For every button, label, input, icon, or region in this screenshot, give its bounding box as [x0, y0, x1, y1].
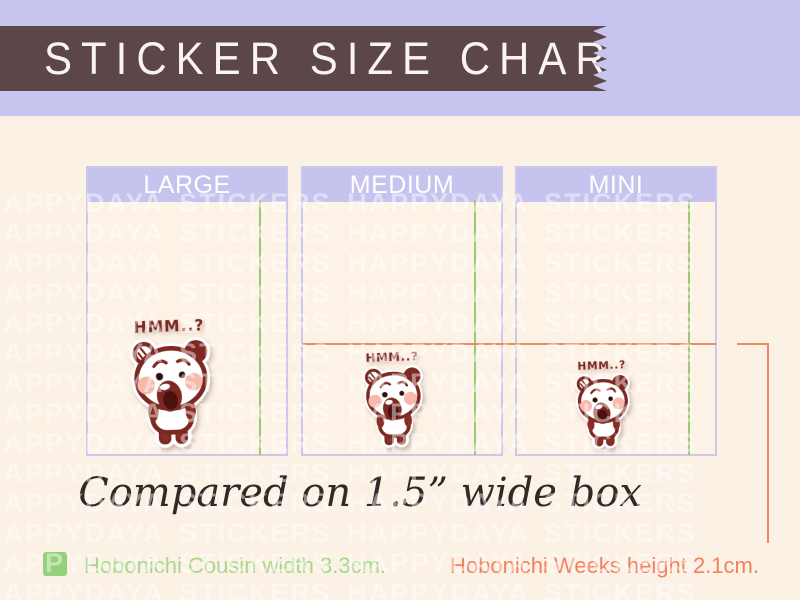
legend-weeks-label: Hobonichi Weeks height 2.1cm. [450, 553, 759, 578]
sticker-character [364, 367, 421, 446]
sticker-medium: HMM..? [349, 347, 438, 452]
sticker-speech-text: HMM..? [133, 317, 205, 337]
comparison-caption: Compared on 1.5” wide box [78, 470, 642, 516]
hmm-bear-sticker: HMM..? [129, 317, 211, 449]
hmm-bear-sticker: HMM..? [362, 349, 423, 448]
sticker-speech-text: HMM..? [577, 358, 626, 373]
weeks-height-leader-horizontal [737, 343, 769, 345]
hmm-bear-sticker: HMM..? [574, 358, 630, 449]
title-banner: STICKER SIZE CHART [0, 26, 607, 91]
legend-cousin-label: Hobonichi Cousin width 3.3cm. [84, 553, 387, 578]
cousin-width-line-mini [688, 200, 690, 455]
size-box-medium: MEDIUM [301, 166, 503, 456]
cousin-width-line-large [259, 200, 261, 455]
size-box-large: LARGE [86, 166, 288, 456]
weeks-height-leader-vertical [767, 343, 769, 543]
size-box-medium-header: MEDIUM [303, 168, 501, 202]
cousin-width-line-medium [474, 200, 476, 455]
sticker-speech-text: HMM..? [365, 349, 418, 365]
sticker-character [576, 375, 628, 447]
size-box-large-header: LARGE [88, 168, 286, 202]
sticker-character [132, 340, 208, 445]
sticker-mini: HMM..? [562, 356, 643, 453]
legend: Hobonichi Cousin width 3.3cm. Hobonichi … [0, 548, 800, 582]
page-title: STICKER SIZE CHART [44, 32, 649, 84]
weeks-height-line [302, 343, 716, 345]
cousin-green-swatch [43, 552, 67, 576]
sticker-large: HMM..? [112, 312, 231, 453]
size-box-mini: MINI [515, 166, 717, 456]
size-box-mini-header: MINI [517, 168, 715, 202]
